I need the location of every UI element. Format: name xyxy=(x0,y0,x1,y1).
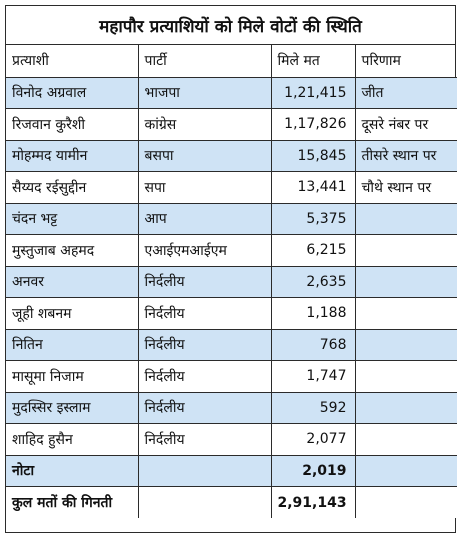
total-label-cell: कुल मतों की गिनती xyxy=(6,486,139,518)
votes-cell: 1,21,415 xyxy=(270,76,356,109)
party-cell: निर्दलीय xyxy=(137,265,272,298)
result-cell xyxy=(354,297,457,330)
candidate-name-cell: मोहम्मद यामीन xyxy=(6,139,139,172)
candidate-name-cell: अनवर xyxy=(6,265,139,298)
result-cell xyxy=(354,202,457,235)
result-cell xyxy=(354,391,457,424)
candidate-name-cell: रिजवान कुरैशी xyxy=(6,108,139,141)
votes-cell: 15,845 xyxy=(270,139,356,172)
table-row: जूही शबनम निर्दलीय 1,188 xyxy=(6,297,457,330)
total-votes-cell: 2,91,143 xyxy=(270,486,356,518)
nota-row: नोटा 2,019 xyxy=(6,454,457,487)
header-votes: मिले मत xyxy=(270,45,356,78)
candidate-name-cell: नितिन xyxy=(6,328,139,361)
party-cell: निर्दलीय xyxy=(137,391,272,424)
candidate-name-cell: मुदस्सिर इस्लाम xyxy=(6,391,139,424)
table-row: मुदस्सिर इस्लाम निर्दलीय 592 xyxy=(6,391,457,424)
votes-cell: 2,077 xyxy=(270,423,356,456)
party-cell: निर्दलीय xyxy=(137,423,272,456)
result-cell xyxy=(354,265,457,298)
nota-label-cell: नोटा xyxy=(6,454,139,487)
result-cell: जीत xyxy=(354,76,457,109)
party-cell: कांग्रेस xyxy=(137,108,272,141)
candidate-name-cell: मुस्तुजाब अहमद xyxy=(6,234,139,267)
header-row: प्रत्याशी पार्टी मिले मत परिणाम xyxy=(6,45,457,78)
party-cell: सपा xyxy=(137,171,272,204)
result-cell xyxy=(354,328,457,361)
total-empty-party-cell xyxy=(137,486,272,518)
party-cell: निर्दलीय xyxy=(137,328,272,361)
nota-empty-party-cell xyxy=(137,454,272,487)
candidate-name-cell: शाहिद हुसैन xyxy=(6,423,139,456)
party-cell: एआईएमआईएम xyxy=(137,234,272,267)
votes-cell: 768 xyxy=(270,328,356,361)
party-cell: निर्दलीय xyxy=(137,360,272,393)
party-cell: आप xyxy=(137,202,272,235)
header-candidate: प्रत्याशी xyxy=(6,45,139,78)
table-row: अनवर निर्दलीय 2,635 xyxy=(6,265,457,298)
results-table: प्रत्याशी पार्टी मिले मत परिणाम विनोद अग… xyxy=(6,45,457,518)
table-row: मुस्तुजाब अहमद एआईएमआईएम 6,215 xyxy=(6,234,457,267)
party-cell: बसपा xyxy=(137,139,272,172)
header-party: पार्टी xyxy=(137,45,272,78)
votes-cell: 592 xyxy=(270,391,356,424)
result-cell: दूसरे नंबर पर xyxy=(354,108,457,141)
votes-cell: 13,441 xyxy=(270,171,356,204)
result-cell: तीसरे स्थान पर xyxy=(354,139,457,172)
votes-cell: 1,188 xyxy=(270,297,356,330)
votes-cell: 5,375 xyxy=(270,202,356,235)
table-row: नितिन निर्दलीय 768 xyxy=(6,328,457,361)
table-row: रिजवान कुरैशी कांग्रेस 1,17,826 दूसरे नंबर … xyxy=(6,108,457,141)
votes-cell: 2,635 xyxy=(270,265,356,298)
table-row: मोहम्मद यामीन बसपा 15,845 तीसरे स्थान पर xyxy=(6,139,457,172)
results-table-card: महापौर प्रत्याशियों को मिले वोटों की स्थ… xyxy=(5,5,457,533)
table-row: विनोद अग्रवाल भाजपा 1,21,415 जीत xyxy=(6,76,457,109)
result-cell xyxy=(354,360,457,393)
candidate-name-cell: जूही शबनम xyxy=(6,297,139,330)
table-row: सैय्यद रईसुद्दीन सपा 13,441 चौथे स्थान पर xyxy=(6,171,457,204)
total-empty-result-cell xyxy=(354,486,457,518)
result-cell xyxy=(354,234,457,267)
candidate-name-cell: चंदन भट्ट xyxy=(6,202,139,235)
candidate-name-cell: मासूमा निजाम xyxy=(6,360,139,393)
result-cell: चौथे स्थान पर xyxy=(354,171,457,204)
result-cell xyxy=(354,423,457,456)
votes-cell: 6,215 xyxy=(270,234,356,267)
nota-empty-result-cell xyxy=(354,454,457,487)
party-cell: भाजपा xyxy=(137,76,272,109)
header-result: परिणाम xyxy=(354,45,457,78)
table-row: मासूमा निजाम निर्दलीय 1,747 xyxy=(6,360,457,393)
total-row: कुल मतों की गिनती 2,91,143 xyxy=(6,486,457,518)
table-row: चंदन भट्ट आप 5,375 xyxy=(6,202,457,235)
nota-votes-cell: 2,019 xyxy=(270,454,356,487)
candidate-name-cell: सैय्यद रईसुद्दीन xyxy=(6,171,139,204)
votes-cell: 1,747 xyxy=(270,360,356,393)
votes-cell: 1,17,826 xyxy=(270,108,356,141)
party-cell: निर्दलीय xyxy=(137,297,272,330)
table-title: महापौर प्रत्याशियों को मिले वोटों की स्थ… xyxy=(6,6,455,45)
candidate-name-cell: विनोद अग्रवाल xyxy=(6,76,139,109)
table-row: शाहिद हुसैन निर्दलीय 2,077 xyxy=(6,423,457,456)
